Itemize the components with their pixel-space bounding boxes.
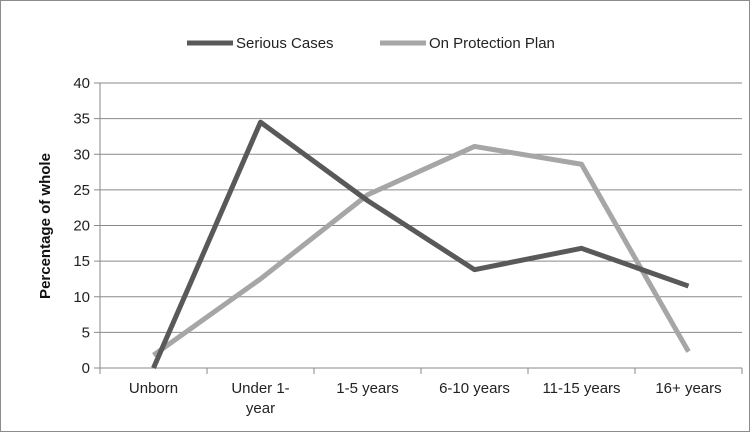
- y-tick-label: 35: [73, 111, 90, 128]
- x-tick-label: Under 1-year: [231, 380, 289, 417]
- gridlines: [100, 82, 742, 333]
- x-tick-label: Unborn: [129, 380, 178, 397]
- x-tick-label: 1-5 years: [336, 380, 399, 397]
- axes: [94, 82, 743, 374]
- y-axis-label: Percentage of whole: [37, 153, 54, 299]
- x-tick-label: 11-15 years: [542, 380, 620, 397]
- y-tick-label: 10: [73, 289, 90, 306]
- y-tick-labels: 0 5 10 15 20 25 30 35 40: [73, 75, 90, 377]
- y-tick-label: 30: [73, 146, 90, 163]
- x-tick-label: 16+ years: [655, 380, 721, 397]
- y-tick-label: 5: [82, 324, 90, 341]
- series-lines: [151, 119, 691, 369]
- series-line: [151, 119, 690, 369]
- legend-label: Serious Cases: [236, 35, 334, 52]
- series-line: [152, 143, 691, 358]
- y-tick-label: 0: [82, 360, 90, 377]
- legend-label: On Protection Plan: [429, 35, 555, 52]
- y-tick-label: 25: [73, 182, 90, 199]
- x-tick-label: 6-10 years: [439, 380, 510, 397]
- y-tick-label: 20: [73, 218, 90, 235]
- y-tick-label: 15: [73, 253, 90, 270]
- x-tick-labels: Unborn Under 1-year 1-5 years 6-10 years 11-…: [129, 380, 722, 417]
- legend: Serious Cases On Protection Plan: [187, 35, 555, 52]
- y-tick-label: 40: [73, 75, 90, 92]
